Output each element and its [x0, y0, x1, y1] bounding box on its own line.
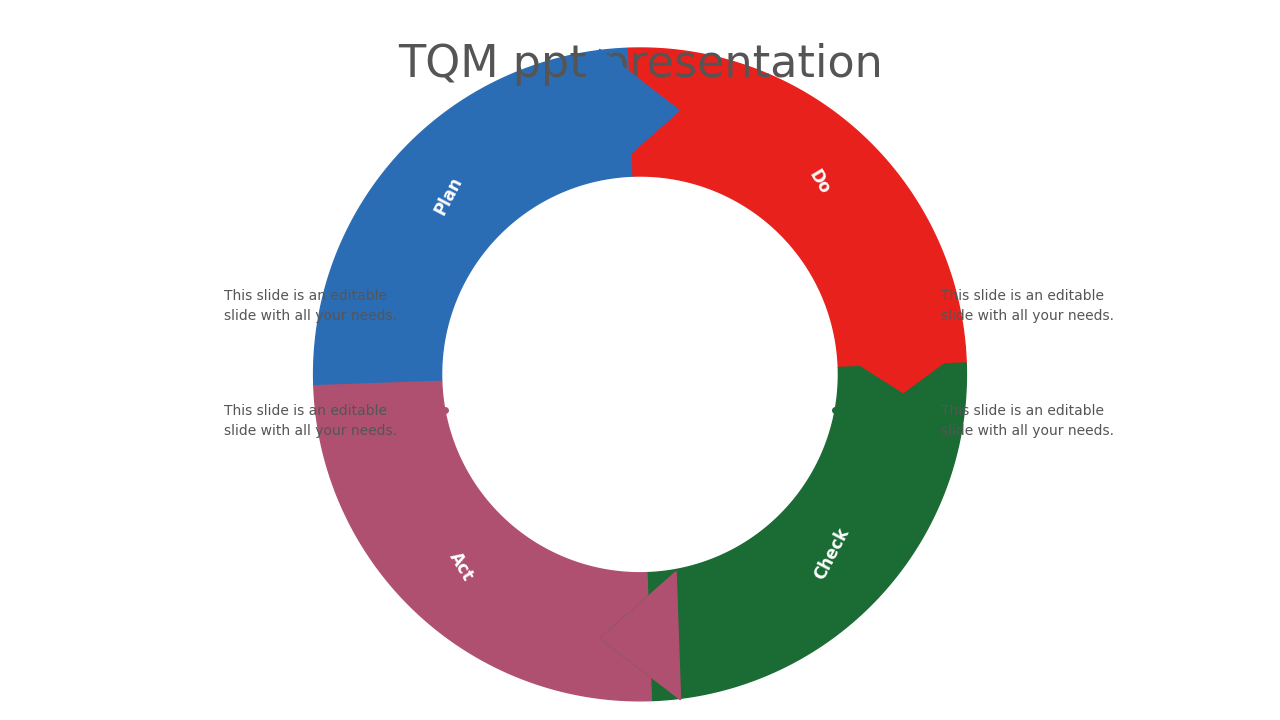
Polygon shape	[628, 48, 966, 367]
Polygon shape	[600, 572, 681, 700]
Text: Do: Do	[805, 167, 833, 198]
Text: Plan: Plan	[430, 174, 466, 217]
Text: Check: Check	[810, 524, 852, 582]
Text: This slide is an editable
slide with all your needs.: This slide is an editable slide with all…	[941, 404, 1114, 438]
Text: This slide is an editable
slide with all your needs.: This slide is an editable slide with all…	[941, 289, 1114, 323]
Text: Act: Act	[445, 549, 476, 584]
Text: This slide is an editable
slide with all your needs.: This slide is an editable slide with all…	[224, 289, 397, 323]
Text: This slide is an editable
slide with all your needs.: This slide is an editable slide with all…	[224, 404, 397, 438]
Polygon shape	[600, 572, 681, 700]
Polygon shape	[314, 48, 634, 386]
Polygon shape	[837, 346, 965, 392]
Text: TQM ppt presentation: TQM ppt presentation	[398, 43, 882, 86]
Polygon shape	[314, 382, 652, 701]
Polygon shape	[646, 363, 966, 701]
Polygon shape	[599, 49, 680, 177]
